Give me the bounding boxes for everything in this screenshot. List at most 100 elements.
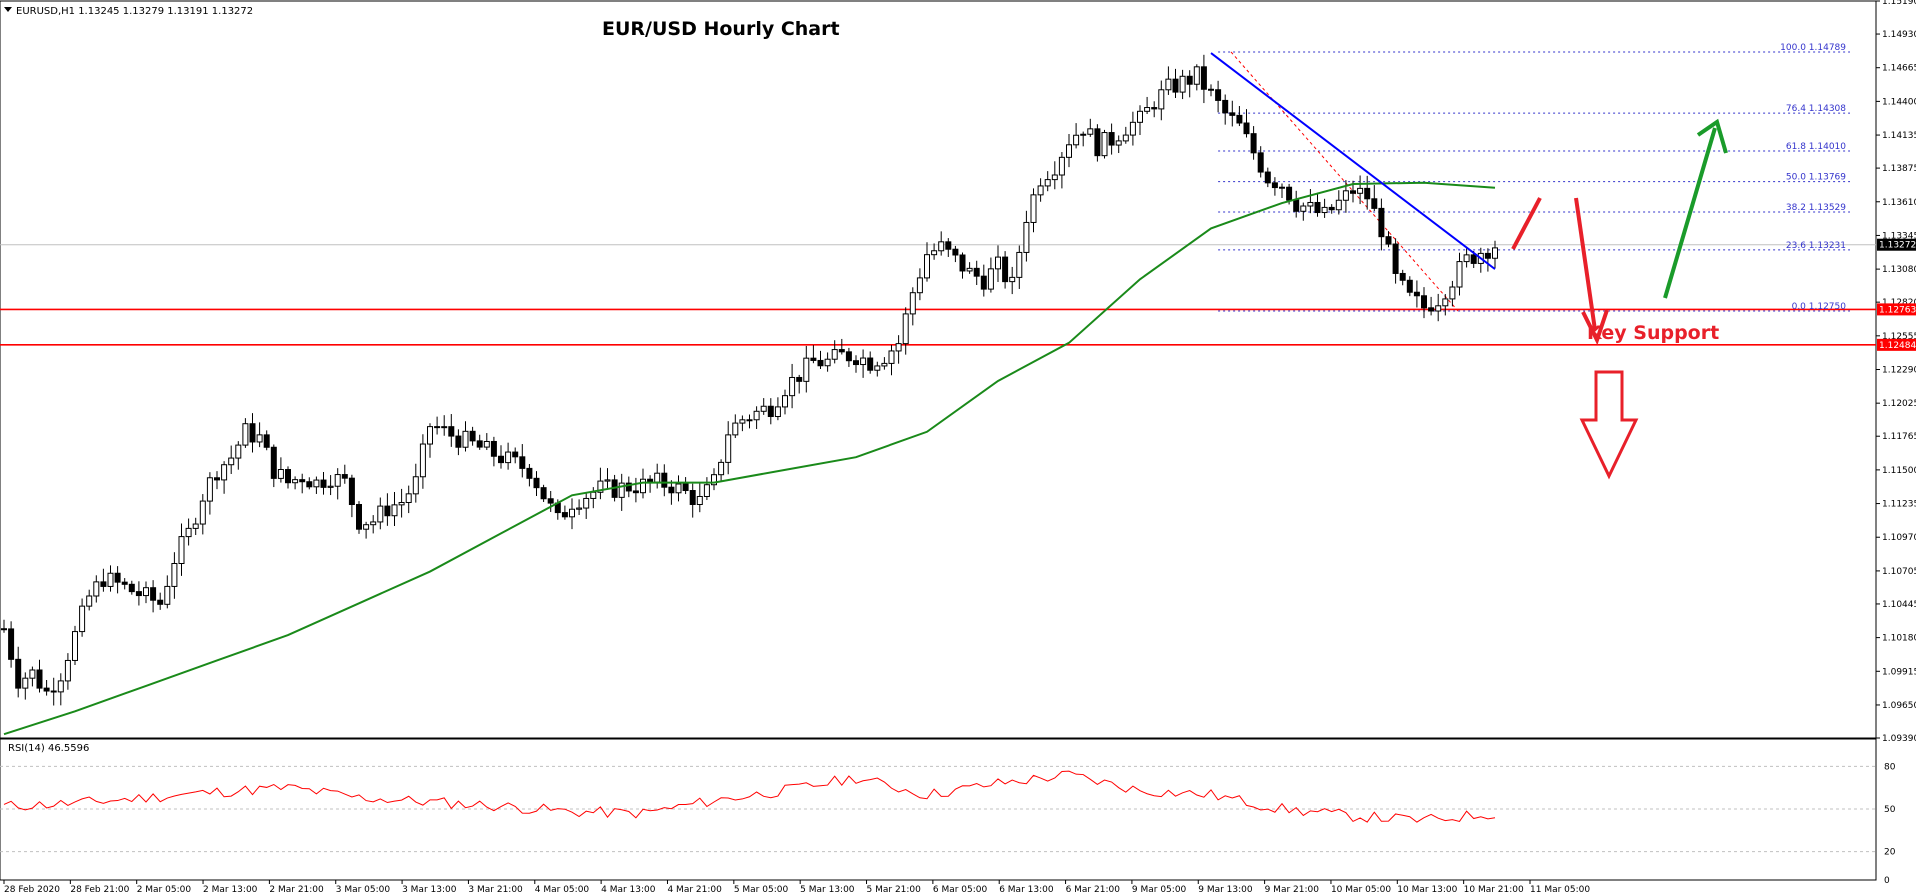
moving-average-line xyxy=(3,181,1496,736)
fibonacci-layer: 100.0 1.14789 76.4 1.14308 61.8 1.14010 50.… xyxy=(1218,43,1850,312)
candle-body xyxy=(334,474,341,487)
time-axis: 28 Feb 2020 28 Feb 21:00 2 Mar 05:00 2 Mar … xyxy=(3,880,1590,895)
candle-body xyxy=(732,422,739,436)
candle-body xyxy=(1222,99,1229,114)
x-tick-label: 2 Mar 13:00 xyxy=(203,885,258,895)
candle-body xyxy=(803,357,810,382)
fib-level-label: 61.8 1.14010 xyxy=(1786,142,1846,152)
support-lines-layer xyxy=(0,244,1876,346)
candle-body xyxy=(1115,140,1122,146)
y-tick-label: 1.09650 xyxy=(1882,701,1916,711)
candle-body xyxy=(512,451,519,458)
candle-body xyxy=(356,504,362,530)
candle-body xyxy=(561,512,568,518)
candle-body xyxy=(306,481,313,488)
x-tick-label: 3 Mar 05:00 xyxy=(336,885,391,895)
candle-body xyxy=(1023,221,1030,253)
candle-body xyxy=(121,581,128,585)
support-lower-badge: 1.12484 xyxy=(1879,341,1916,351)
symbol-menu-icon[interactable] xyxy=(4,7,12,12)
candle-body xyxy=(533,477,540,489)
candle-body xyxy=(1208,88,1214,91)
candle-body xyxy=(299,479,306,483)
candle-body xyxy=(469,430,476,442)
candle-body xyxy=(22,677,29,689)
candle-body xyxy=(888,350,895,364)
candle-body xyxy=(256,434,263,443)
candle-body xyxy=(952,248,959,256)
x-tick-label: 3 Mar 21:00 xyxy=(468,885,523,895)
red-down-arrow xyxy=(1574,197,1597,331)
candle-body xyxy=(178,536,185,565)
candle-body xyxy=(277,469,284,479)
candle-body xyxy=(1484,252,1491,259)
y-tick-label: 1.14135 xyxy=(1882,131,1916,141)
y-tick-label: 1.14400 xyxy=(1882,97,1916,107)
candle-body xyxy=(86,595,93,607)
candle-body xyxy=(1094,128,1101,157)
candle-body xyxy=(285,469,291,484)
candle-body xyxy=(689,490,696,505)
trendline-layer xyxy=(1210,52,1496,270)
candle-body xyxy=(1229,112,1236,116)
candle-body xyxy=(853,360,859,366)
candle-body xyxy=(1413,291,1420,297)
candles-layer xyxy=(1,54,1498,706)
candle-body xyxy=(377,505,384,523)
y-tick-label: 1.10180 xyxy=(1882,634,1916,644)
candle-body xyxy=(1,628,7,631)
candle-body xyxy=(1030,194,1037,223)
candle-body xyxy=(1257,152,1264,173)
candle-body xyxy=(107,572,114,587)
candle-body xyxy=(1342,190,1349,201)
candle-body xyxy=(384,505,391,517)
candle-body xyxy=(604,479,611,482)
candle-body xyxy=(1009,276,1016,283)
candle-body xyxy=(1158,89,1165,110)
candle-body xyxy=(810,357,817,361)
candle-body xyxy=(938,241,945,252)
rsi-line xyxy=(3,770,1496,823)
candle-body xyxy=(235,444,242,459)
candle-body xyxy=(1321,206,1328,214)
candle-body xyxy=(192,523,199,529)
candle-body xyxy=(79,605,86,633)
candle-body xyxy=(789,376,796,397)
fib-level-label: 23.6 1.13231 xyxy=(1786,241,1846,251)
candle-body xyxy=(36,669,43,689)
candle-body xyxy=(1371,198,1378,209)
candle-body xyxy=(860,357,867,366)
red-up-stroke xyxy=(1511,197,1542,250)
current-price-badge-bg xyxy=(1877,238,1916,251)
y-tick-label: 1.13080 xyxy=(1882,265,1916,275)
candle-body xyxy=(483,440,490,448)
candle-body xyxy=(206,477,213,502)
candle-body xyxy=(995,256,1001,270)
candle-body xyxy=(924,254,930,279)
candle-body xyxy=(490,440,497,457)
y-tick-label: 1.13610 xyxy=(1882,198,1916,208)
candle-body xyxy=(1385,236,1392,245)
x-tick-label: 28 Feb 21:00 xyxy=(70,885,129,895)
x-tick-label: 5 Mar 21:00 xyxy=(867,885,922,895)
candle-body xyxy=(845,351,852,362)
rsi-layer xyxy=(0,765,1876,853)
candle-body xyxy=(980,275,987,290)
candle-body xyxy=(1101,132,1108,157)
fib-level-label: 50.0 1.13769 xyxy=(1786,173,1846,183)
x-tick-label: 5 Mar 05:00 xyxy=(734,885,789,895)
candle-body xyxy=(718,461,725,476)
candle-body xyxy=(228,457,235,466)
candle-body xyxy=(249,423,256,443)
candle-body xyxy=(1350,190,1356,194)
candle-body xyxy=(1122,134,1129,142)
candle-body xyxy=(57,680,64,693)
candle-body xyxy=(1399,272,1406,281)
key-support-label: Key Support xyxy=(1587,322,1719,344)
fib-level-label: 100.0 1.14789 xyxy=(1780,43,1846,53)
candle-body xyxy=(114,572,121,583)
candle-body xyxy=(1314,201,1321,214)
moving-average-layer xyxy=(3,181,1496,736)
x-tick-label: 2 Mar 05:00 xyxy=(137,885,192,895)
